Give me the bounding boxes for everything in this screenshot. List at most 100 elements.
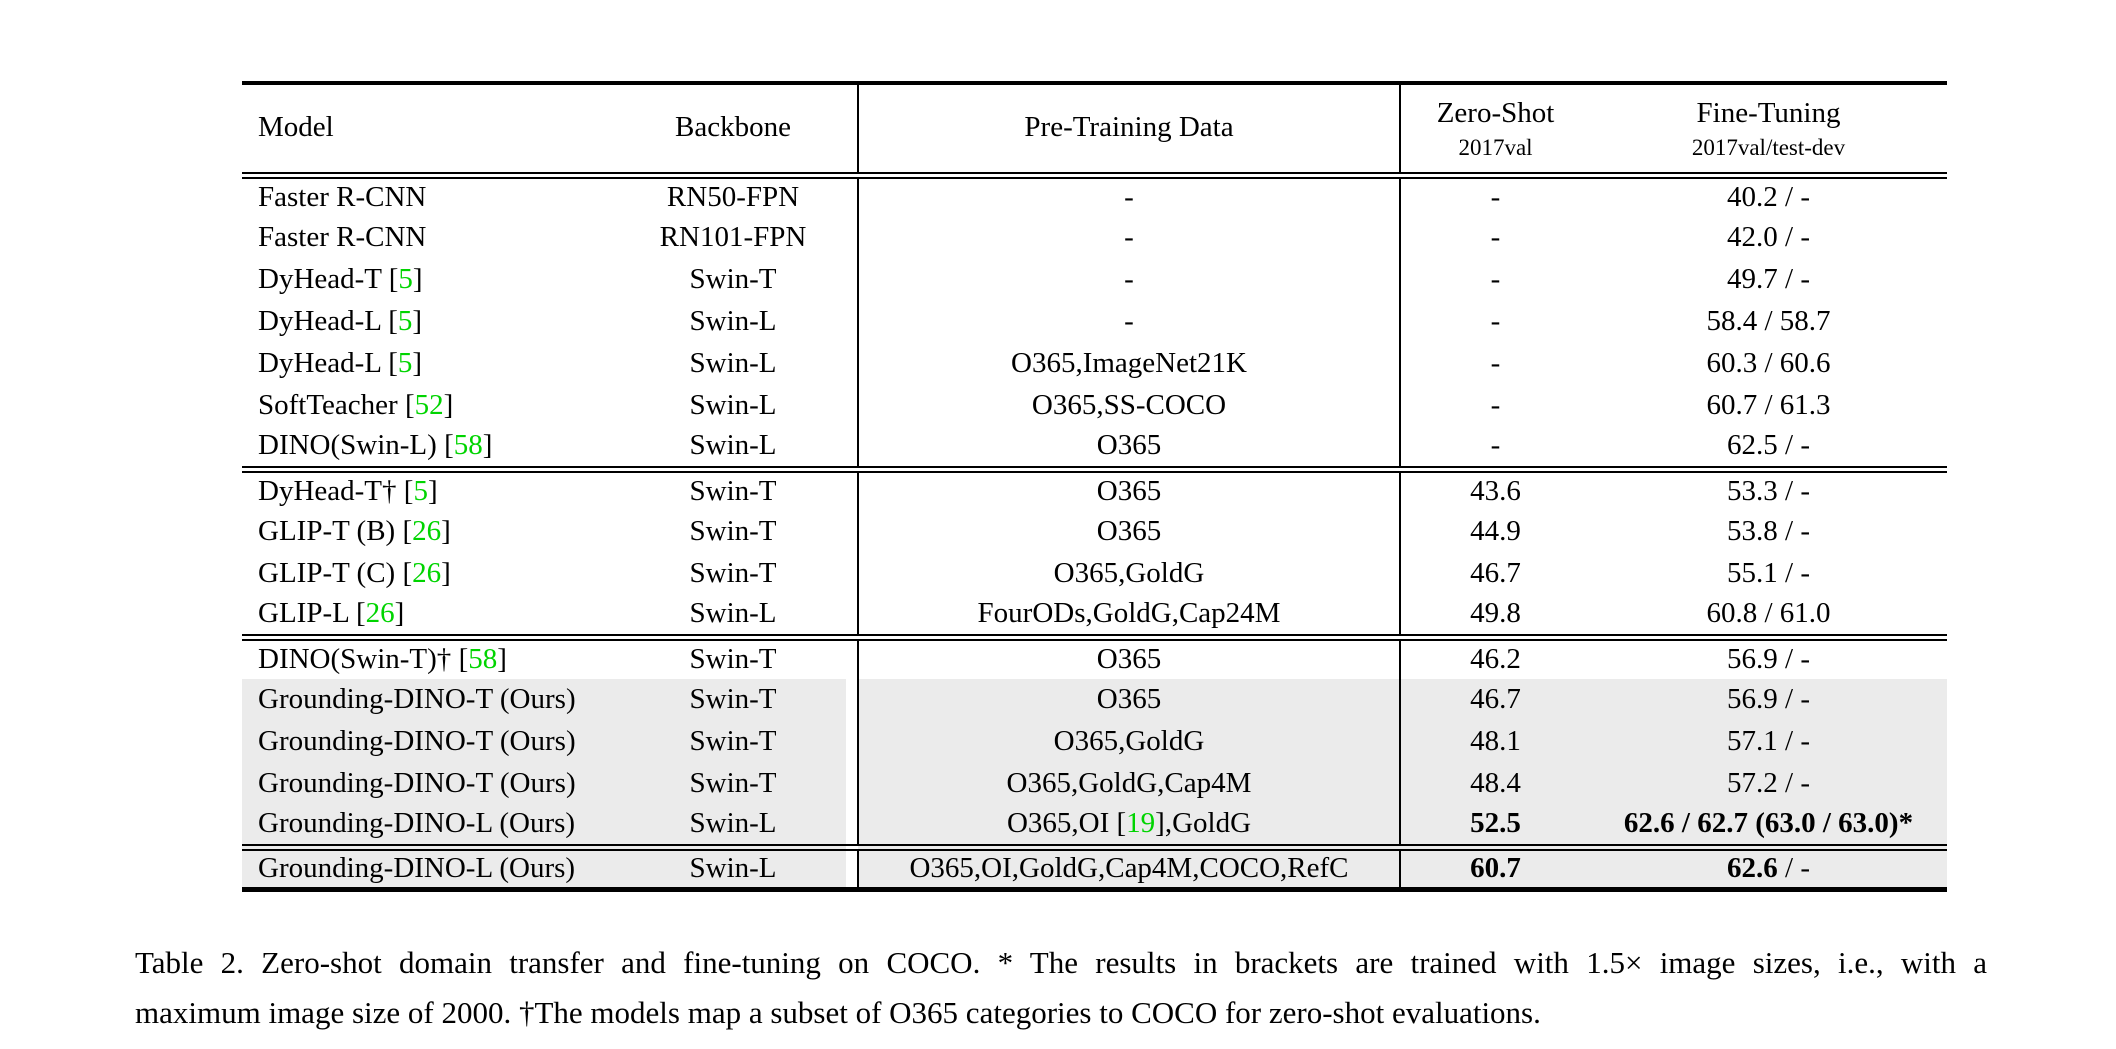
column-gap [846,763,858,805]
finetune-cell: 62.6 / - [1590,847,1947,889]
table-row: Faster R-CNN RN50-FPN - - 40.2 / - [242,175,1947,217]
zeroshot-cell: 44.9 [1470,515,1521,548]
backbone-cell: Swin-L [689,347,777,380]
finetune-cell: 60.7 / 61.3 [1706,389,1831,422]
column-gap [846,847,858,889]
pretrain-cell: O365,GoldG [857,721,1401,763]
column-gap [846,175,858,217]
pretrain-cell: - [857,217,1401,259]
zeroshot-cell: - [1490,305,1501,338]
pretrain-cell: O365,SS-COCO [857,385,1401,427]
column-gap [846,83,858,175]
table-header: Model Backbone Pre-Training Data Zero-Sh… [242,83,1947,175]
column-gap [846,217,858,259]
model-cell: DyHead-T [5] [258,263,423,296]
col-header-model: Model [258,111,334,144]
column-gap [846,511,858,553]
model-cell: Grounding-DINO-T (Ours) [242,679,620,721]
caption-line-2: maximum image size of 2000. †The models … [135,995,1541,1030]
citation-ref: 5 [397,305,413,338]
zeroshot-cell: 48.4 [1400,763,1590,805]
finetune-value-part: 62.6 [1727,851,1778,884]
backbone-cell: Swin-L [620,805,846,847]
zeroshot-cell: 46.7 [1470,557,1521,590]
backbone-cell: Swin-L [689,389,777,422]
citation-ref: 52 [414,389,444,422]
table-row: Faster R-CNN RN101-FPN - - 42.0 / - [242,217,1947,259]
zeroshot-cell: 49.8 [1470,597,1521,630]
pretrain-cell: O365,OI [19],GoldG [857,805,1401,847]
table-row: DyHead-T† [5] Swin-T O365 43.6 53.3 / - [242,469,1947,511]
table-row: GLIP-L [26] Swin-L FourODs,GoldG,Cap24M 49.… [242,595,1947,637]
zeroshot-cell: - [1490,221,1501,254]
finetune-cell: 56.9 / - [1727,642,1810,675]
pretrain-cell: - [857,301,1401,343]
column-gap [846,385,858,427]
citation-ref: 5 [413,474,428,507]
pretrain-cell: O365 [857,469,1401,511]
column-gap [846,637,858,679]
model-cell: Grounding-DINO-T (Ours) [242,721,620,763]
finetune-cell: 53.8 / - [1727,515,1810,548]
model-cell: Faster R-CNN [258,180,427,213]
finetune-cell: 49.7 / - [1727,263,1810,296]
pretrain-cell: O365 [857,679,1401,721]
pretrain-cell: O365,GoldG,Cap4M [857,763,1401,805]
table-row: GLIP-T (C) [26] Swin-T O365,GoldG 46.7 55.1 … [242,553,1947,595]
backbone-cell: Swin-T [689,515,777,548]
col-header-pretrain: Pre-Training Data [857,83,1401,175]
model-cell: Grounding-DINO-L (Ours) [242,805,620,847]
pretrain-cell: O365,OI,GoldG,Cap4M,COCO,RefC [857,847,1401,889]
backbone-cell: Swin-L [620,847,846,889]
model-cell: DINO(Swin-T)† [58] [258,642,507,675]
finetune-cell: 58.4 / 58.7 [1706,305,1831,338]
column-gap [846,343,858,385]
table-section-2: DyHead-T† [5] Swin-T O365 43.6 53.3 / - GLIP-… [242,469,1947,637]
table-row: SoftTeacher [52] Swin-L O365,SS-COCO - 60.7 … [242,385,1947,427]
citation-ref: 26 [412,557,442,590]
finetune-cell: 62.6 / 62.7 (63.0 / 63.0)* [1590,805,1947,847]
model-cell: DINO(Swin-L) [58] [258,429,493,462]
backbone-cell: Swin-T [689,263,777,296]
col-header-zeroshot: Zero-Shot 2017val [1400,83,1590,175]
finetune-cell: 55.1 / - [1727,557,1810,590]
col-header-zeroshot-title: Zero-Shot [1436,97,1555,130]
model-cell: DyHead-T† [5] [258,474,438,507]
pretrain-cell: O365 [857,427,1401,469]
column-gap [846,301,858,343]
finetune-cell: 40.2 / - [1727,180,1810,213]
column-gap [846,259,858,301]
zeroshot-cell: 60.7 [1400,847,1590,889]
model-cell: Faster R-CNN [258,221,427,254]
finetune-cell: 42.0 / - [1727,221,1810,254]
col-header-zeroshot-subtitle: 2017val [1458,135,1533,161]
table-section-4: Grounding-DINO-L (Ours) Swin-L O365,OI,Gol… [242,847,1947,889]
citation-ref: 58 [453,429,483,462]
column-gap [846,721,858,763]
table-row: Grounding-DINO-T (Ours) Swin-T O365 46.7 56.… [242,679,1947,721]
results-table: Model Backbone Pre-Training Data Zero-Sh… [242,81,1947,892]
caption-line-1: Table 2. Zero-shot domain transfer and f… [135,945,1987,980]
table-row: DyHead-L [5] Swin-L O365,ImageNet21K - 60.3 … [242,343,1947,385]
table-row: GLIP-T (B) [26] Swin-T O365 44.9 53.8 / - [242,511,1947,553]
table-row: Grounding-DINO-T (Ours) Swin-T O365,GoldG,… [242,763,1947,805]
zeroshot-cell: - [1490,347,1501,380]
model-cell: SoftTeacher [52] [258,389,454,422]
zeroshot-cell: - [1490,180,1501,213]
table-caption: Table 2. Zero-shot domain transfer and f… [135,938,1987,1038]
finetune-cell: 56.9 / - [1590,679,1947,721]
model-cell: GLIP-T (B) [26] [258,515,451,548]
col-header-finetune-subtitle: 2017val/test-dev [1691,135,1846,161]
pretrain-cell: O365 [857,511,1401,553]
zeroshot-cell: 46.7 [1400,679,1590,721]
zeroshot-cell: 52.5 [1400,805,1590,847]
backbone-cell: Swin-L [689,429,777,462]
pretrain-cell: FourODs,GoldG,Cap24M [857,595,1401,637]
pretrain-cell: - [857,259,1401,301]
backbone-cell: RN101-FPN [659,221,807,254]
column-gap [846,805,858,847]
model-cell: DyHead-L [5] [258,305,423,338]
citation-ref: 19 [1126,807,1156,840]
column-gap [846,469,858,511]
finetune-cell: 57.2 / - [1590,763,1947,805]
